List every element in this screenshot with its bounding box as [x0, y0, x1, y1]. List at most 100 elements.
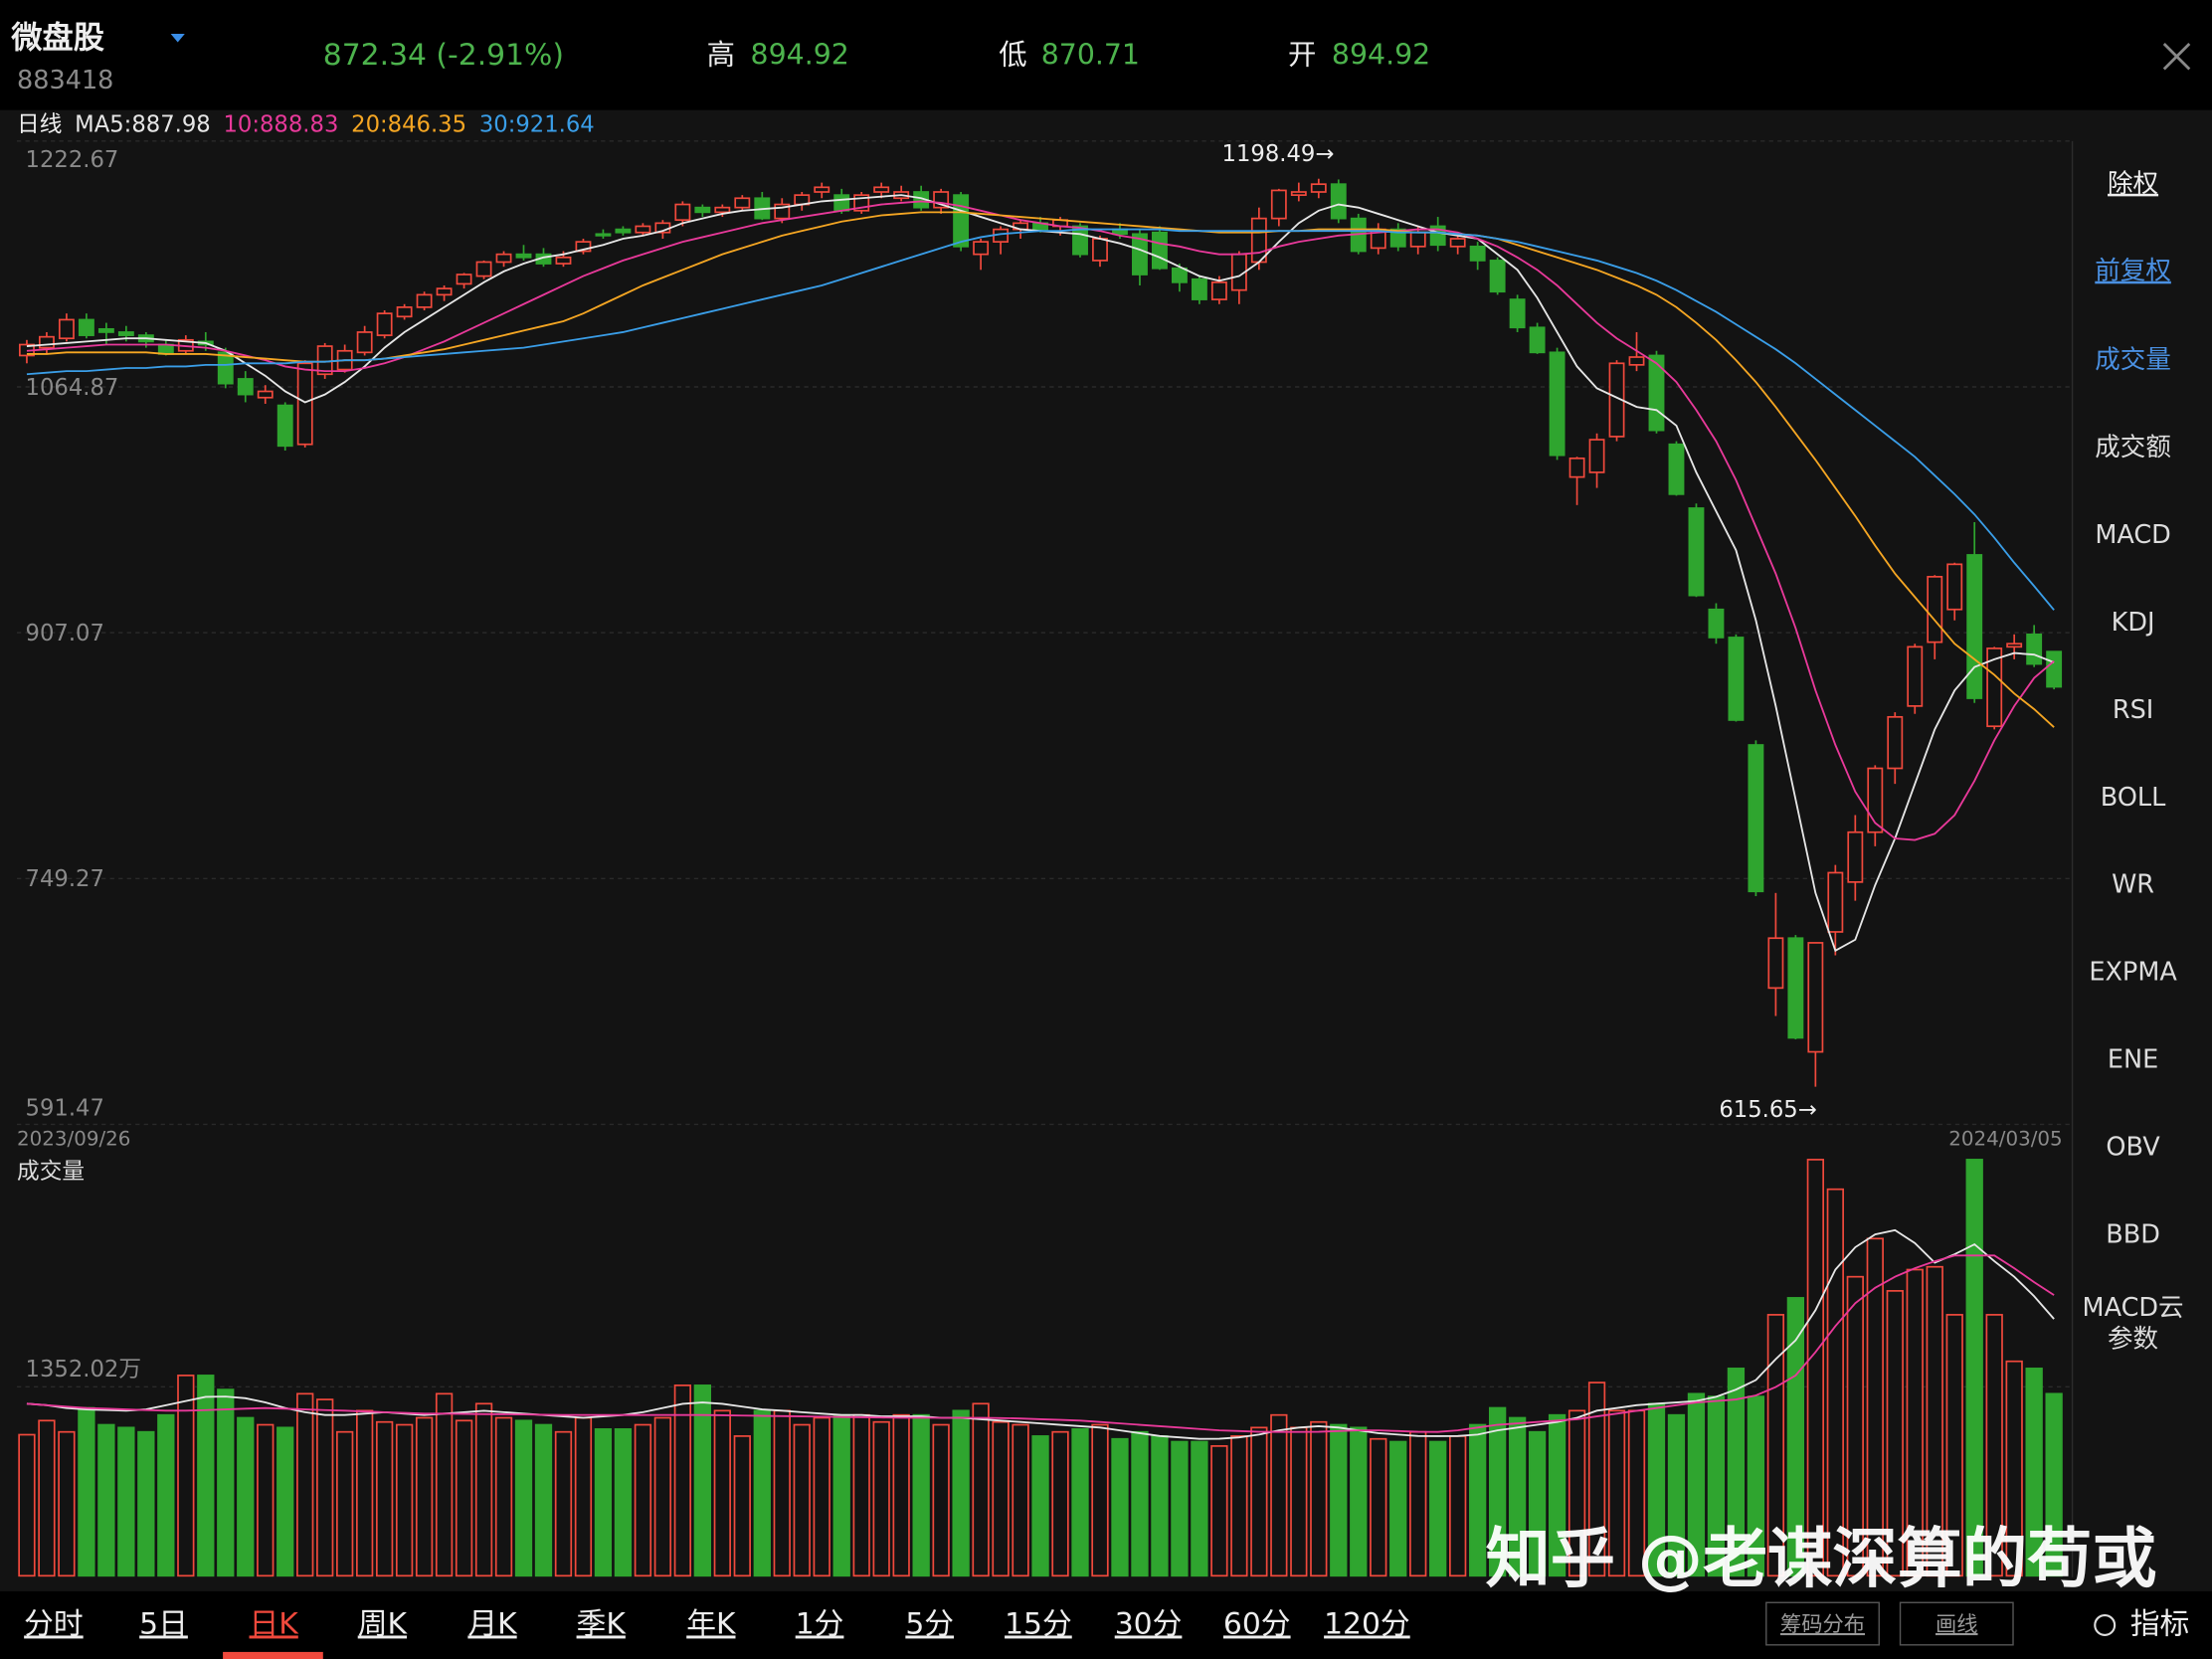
tab[interactable]: 周K	[358, 1606, 409, 1641]
volume-bar	[97, 1423, 115, 1577]
volume-bar	[594, 1428, 613, 1577]
candle-body	[1748, 744, 1764, 893]
candle-body	[97, 327, 114, 333]
indicator-icon[interactable]	[2094, 1613, 2117, 1636]
candle-body	[555, 256, 572, 265]
volume-bar	[634, 1423, 652, 1577]
stock-code: 883418	[17, 66, 113, 95]
candle-body	[1648, 354, 1665, 432]
candle-body	[1807, 942, 1824, 1053]
open-value: 894.92	[1332, 39, 1430, 72]
sidebar-item[interactable]: 参数	[2108, 1324, 2158, 1354]
volume-bar	[1012, 1423, 1029, 1577]
sidebar-item[interactable]: OBV	[2106, 1133, 2160, 1163]
sidebar-item[interactable]: 除权	[2108, 169, 2158, 199]
x-tick-label: 2023/09/26	[17, 1128, 130, 1151]
volume-bar	[1111, 1437, 1129, 1577]
tab[interactable]: 5分	[905, 1606, 954, 1641]
annotation: 1198.49→	[1222, 141, 1335, 167]
y-tick-label: 1064.87	[26, 375, 119, 401]
tab-indicator	[223, 1651, 323, 1659]
volume-bar	[375, 1420, 394, 1577]
sidebar-item[interactable]: 成交量	[2095, 345, 2171, 375]
candle-body	[1151, 231, 1168, 270]
candle-body	[833, 194, 850, 212]
candle-body	[1270, 189, 1287, 220]
candle-body	[1568, 457, 1585, 478]
candle-body	[78, 318, 94, 336]
volume-bar	[1866, 1237, 1884, 1577]
tab[interactable]: 分时	[24, 1606, 84, 1641]
volume-bar	[912, 1413, 930, 1577]
close-stroke	[2162, 42, 2191, 71]
sidebar-item[interactable]: MACD云	[2083, 1293, 2184, 1323]
legend-entry: 30:921.64	[479, 112, 595, 138]
volume-bar	[952, 1409, 970, 1577]
tab-active[interactable]: 日K	[250, 1606, 300, 1641]
candle-body	[1907, 645, 1924, 707]
tab[interactable]: 120分	[1324, 1606, 1410, 1641]
x-tick-label: 2024/03/05	[1948, 1128, 2062, 1151]
volume-bar	[1488, 1406, 1507, 1577]
legend-entry: 20:846.35	[351, 112, 466, 138]
candle-body	[1767, 937, 1784, 990]
volume-bar	[1508, 1416, 1527, 1577]
candle-body	[575, 241, 592, 253]
tab[interactable]: 1分	[796, 1606, 844, 1641]
sidebar-item[interactable]: BOLL	[2101, 783, 2166, 813]
volume-bar	[1747, 1395, 1765, 1577]
volume-bar	[673, 1384, 692, 1577]
candle-body	[1469, 245, 1486, 262]
volume-bar	[1667, 1413, 1686, 1577]
tab[interactable]: 30分	[1115, 1606, 1183, 1641]
tab[interactable]: 季K	[577, 1606, 628, 1641]
candle-body	[1966, 554, 1983, 699]
sidebar-item[interactable]: RSI	[2113, 695, 2153, 725]
button[interactable]: 筹码分布	[1780, 1612, 1865, 1637]
tab[interactable]: 5日	[139, 1606, 188, 1641]
volume-bar	[474, 1402, 493, 1577]
sidebar-item[interactable]: BBD	[2106, 1219, 2160, 1249]
volume-bar	[1906, 1268, 1924, 1577]
candle-body	[2026, 633, 2043, 665]
candle-body	[38, 335, 55, 349]
volume-bar	[415, 1416, 434, 1577]
tab[interactable]: 15分	[1005, 1606, 1072, 1641]
tab[interactable]: 月K	[467, 1606, 518, 1641]
sidebar-item[interactable]: MACD	[2095, 520, 2170, 550]
candle-body	[436, 287, 453, 296]
candle-body	[953, 194, 970, 248]
sidebar-item[interactable]: WR	[2112, 870, 2154, 900]
button-frame[interactable]	[1899, 1601, 2014, 1646]
candle-body	[495, 253, 512, 264]
candle-body	[157, 343, 174, 355]
volume-bar	[355, 1409, 374, 1577]
tab[interactable]: 60分	[1223, 1606, 1291, 1641]
stock-name[interactable]: 微盘股	[10, 21, 104, 57]
tab-bar	[0, 1590, 2212, 1659]
candle-body	[1708, 608, 1725, 639]
volume-bar	[1429, 1440, 1447, 1577]
candle-body	[1171, 267, 1188, 283]
tab[interactable]: 年K	[686, 1606, 737, 1641]
volume-bar	[1409, 1430, 1427, 1577]
sidebar-item[interactable]: 成交额	[2095, 433, 2171, 462]
volume-bar	[1548, 1413, 1567, 1577]
volume-bar	[753, 1409, 771, 1577]
sidebar-item[interactable]: 前复权	[2095, 257, 2171, 286]
sidebar-item[interactable]: ENE	[2108, 1045, 2158, 1075]
volume-bar	[534, 1423, 553, 1577]
close-button[interactable]	[2162, 42, 2191, 71]
open-label: 开	[1288, 39, 1316, 72]
sidebar-item[interactable]: KDJ	[2112, 608, 2155, 638]
sidebar-item[interactable]: EXPMA	[2089, 958, 2177, 988]
button[interactable]: 画线	[1936, 1612, 1978, 1637]
volume-bar	[395, 1423, 414, 1577]
button-frame[interactable]	[1765, 1601, 1880, 1646]
volume-bar	[872, 1420, 890, 1577]
candle-body	[356, 331, 373, 354]
dropdown-icon[interactable]	[170, 34, 185, 43]
button[interactable]: 指标	[2130, 1606, 2190, 1641]
candle-body	[674, 203, 691, 222]
candle-body	[416, 293, 433, 308]
